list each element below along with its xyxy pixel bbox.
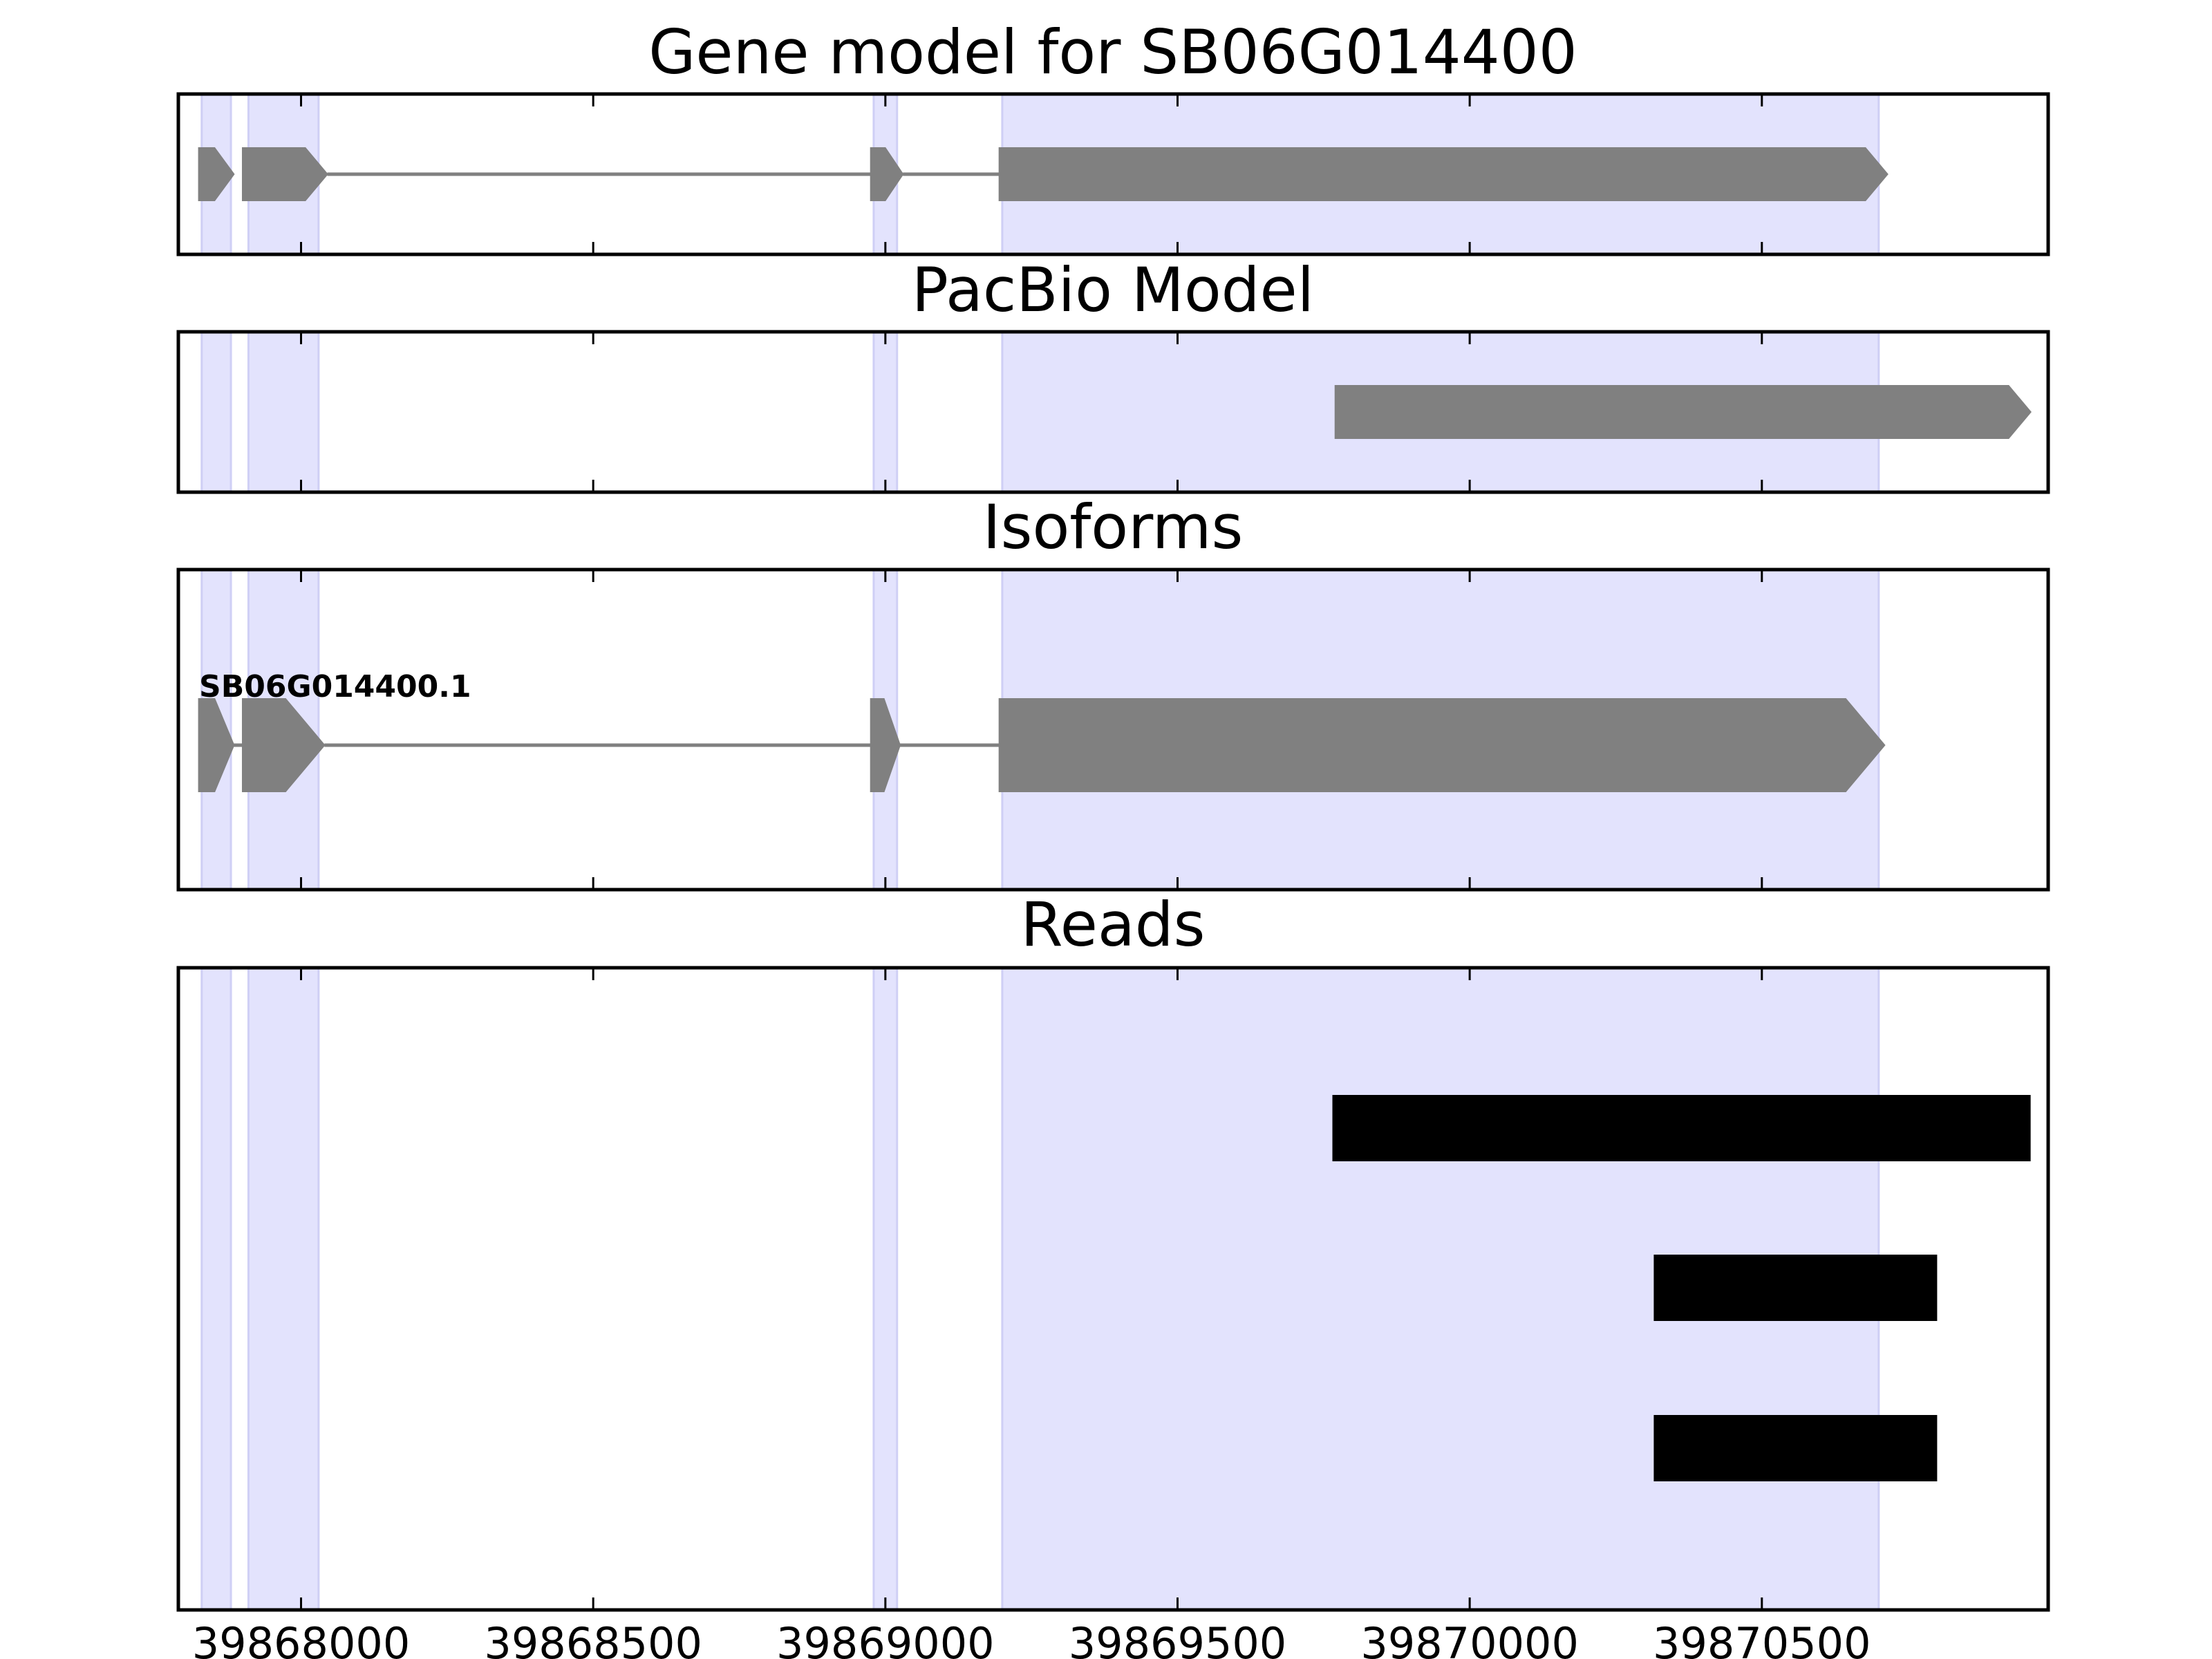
exon-shading-band <box>200 330 232 494</box>
isoform-label: SB06G014400.1 <box>199 669 471 704</box>
exon-shading-band <box>200 966 232 1611</box>
x-tick-label: 39870500 <box>1653 1618 1871 1659</box>
exon-shading-band <box>872 330 899 494</box>
panel-title-isoforms: Isoforms <box>983 491 1244 563</box>
axes-frame-isoforms <box>176 568 2050 892</box>
gene-feature-exon <box>198 147 235 201</box>
panel-pacbio-model: PacBio Model <box>176 254 2050 494</box>
exon-shading-band <box>872 966 899 1611</box>
gene-feature-exon <box>1334 385 2032 439</box>
exon-shading-reads <box>200 966 1880 1611</box>
x-tick-label: 39868000 <box>192 1618 411 1659</box>
exon-shading-band <box>247 330 320 494</box>
read-bar <box>1653 1255 1938 1321</box>
read-bar <box>1332 1095 2031 1161</box>
gene-feature-exon <box>870 147 904 201</box>
axes-frame-pacbio-model <box>176 330 2050 494</box>
gene-feature-exon <box>998 698 1886 792</box>
features-gene-model <box>198 147 1888 201</box>
features-pacbio-model <box>1334 385 2032 439</box>
axes-frame-reads <box>176 966 2050 1612</box>
panel-title-pacbio-model: PacBio Model <box>912 254 1314 326</box>
x-tick-label: 39870000 <box>1360 1618 1579 1659</box>
x-tick-label: 39869500 <box>1069 1618 1287 1659</box>
panel-gene-model: Gene model for SB06G014400 <box>176 17 2050 256</box>
panel-title-gene-model: Gene model for SB06G014400 <box>648 17 1577 88</box>
exon-shading-band <box>247 966 320 1611</box>
x-tick-label: 39868500 <box>484 1618 702 1659</box>
gene-feature-exon <box>198 698 235 792</box>
x-tick-label: 39869000 <box>776 1618 995 1659</box>
x-tick-labels: 39868000 39868500 39869000 39869500 39870000… <box>192 1618 1871 1659</box>
panel-isoforms: Isoforms SB06G014400.1 <box>176 491 2050 892</box>
axes-frame-gene-model <box>176 92 2050 256</box>
ticks-isoforms <box>300 570 1763 890</box>
ticks-reads <box>300 968 1763 1610</box>
gene-feature-exon <box>241 698 326 792</box>
reads-layer <box>1332 1095 2031 1481</box>
read-bar <box>1653 1415 1938 1481</box>
gene-feature-exon <box>998 147 1888 201</box>
ticks-gene-model <box>300 94 1763 254</box>
features-isoforms <box>198 698 1886 792</box>
panel-reads: Reads 39868000 39868500 39869000 39869500 39… <box>176 889 2050 1659</box>
gene-feature-exon <box>241 147 328 201</box>
ticks-pacbio-model <box>300 332 1763 492</box>
gene-feature-exon <box>870 698 901 792</box>
panel-title-reads: Reads <box>1021 889 1206 960</box>
